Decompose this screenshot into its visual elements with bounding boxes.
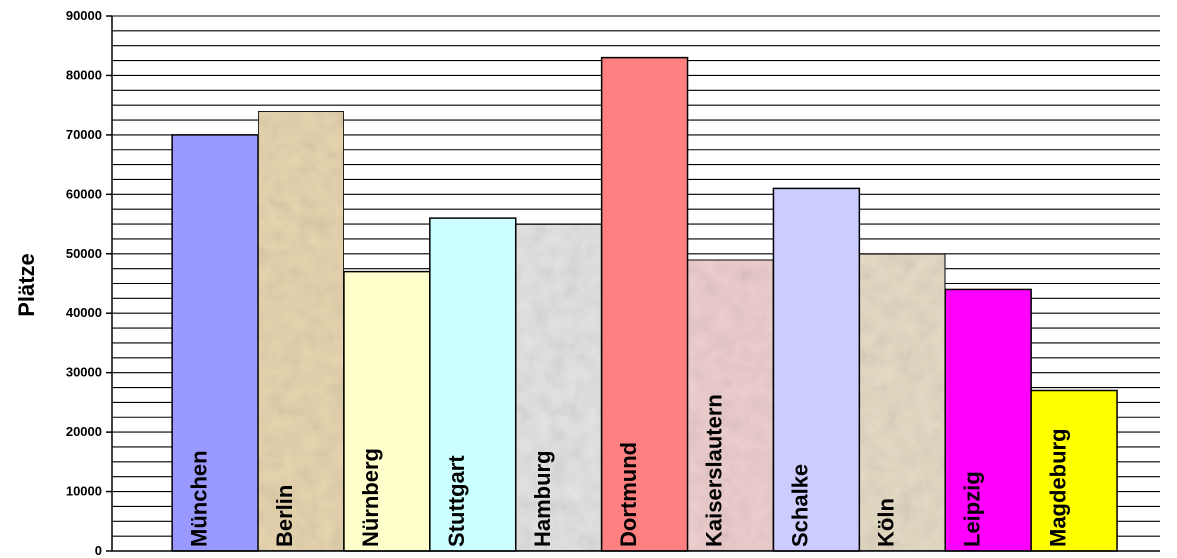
y-axis-label: Plätze <box>14 253 39 317</box>
bar-label: Leipzig <box>959 471 984 547</box>
bar-stuttgart <box>429 217 517 552</box>
bars <box>171 56 1118 552</box>
y-tick-label: 30000 <box>66 365 102 380</box>
bar-hamburg <box>514 223 603 552</box>
bar-berlin <box>257 110 345 552</box>
bar-leipzig <box>944 288 1032 552</box>
y-tick-label: 60000 <box>66 186 102 201</box>
bar-label: Schalke <box>788 464 813 547</box>
y-tick-label: 20000 <box>66 424 102 439</box>
axes <box>106 15 1160 552</box>
bar-schalke <box>772 187 861 552</box>
bar-label: Nürnberg <box>358 448 383 547</box>
bar-label: Stuttgart <box>444 455 469 547</box>
bar-magdeburg <box>1030 389 1118 552</box>
bar-label: Hamburg <box>530 450 555 547</box>
y-tick-label: 80000 <box>66 67 102 82</box>
bar-label: Kaiserslautern <box>702 394 727 547</box>
bar-label: Köln <box>874 498 899 547</box>
bar-dortmund <box>600 56 689 552</box>
bar-nürnberg <box>343 270 431 552</box>
y-tick-label: 0 <box>95 543 102 558</box>
y-tick-label: 90000 <box>66 8 102 23</box>
bar-labels: München Berlin Nürnberg Stuttgart Hamburg Dor… <box>186 394 1070 547</box>
bar-label: Magdeburg <box>1045 428 1070 547</box>
bar-label: Berlin <box>272 485 297 547</box>
bar-label: München <box>186 450 211 547</box>
y-tick-labels: 0 10000 20000 30000 40000 50000 60000 70000 8000… <box>66 8 102 558</box>
bar-kaiserslautern <box>686 258 775 552</box>
y-tick-label: 50000 <box>66 246 102 261</box>
bar-münchen <box>171 134 259 552</box>
bar-label: Dortmund <box>616 442 641 547</box>
y-tick-label: 40000 <box>66 305 102 320</box>
y-tick-label: 70000 <box>66 127 102 142</box>
y-tick-label: 10000 <box>66 484 102 499</box>
bar-köln <box>858 253 946 552</box>
